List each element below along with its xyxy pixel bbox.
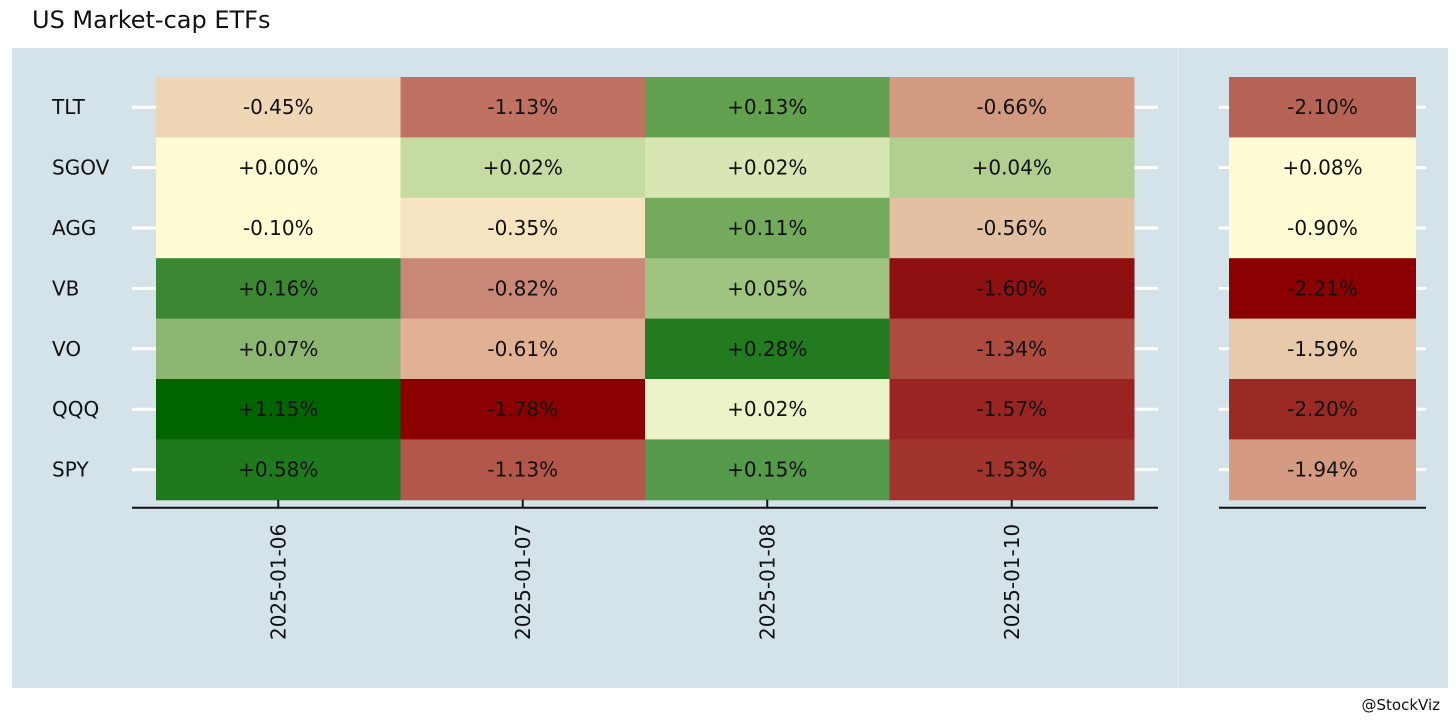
x-tick-label: 2025-01-07 bbox=[511, 524, 535, 640]
cell-value-label: -1.78% bbox=[487, 397, 558, 421]
row-label: SGOV bbox=[52, 156, 110, 180]
heatmap-cell bbox=[889, 379, 1135, 440]
heatmap-cell bbox=[156, 77, 401, 138]
total-value-label: -2.20% bbox=[1287, 397, 1358, 421]
cell-value-label: +0.02% bbox=[727, 156, 807, 180]
heatmap-cell bbox=[156, 197, 401, 259]
heatmap-cell bbox=[156, 439, 401, 501]
heatmap-cell bbox=[889, 258, 1135, 320]
total-value-label: -1.59% bbox=[1287, 337, 1358, 361]
heatmap-cell bbox=[889, 197, 1135, 259]
total-value-label: -2.10% bbox=[1287, 95, 1358, 119]
heatmap-cell bbox=[645, 379, 890, 440]
cell-value-label: -1.53% bbox=[976, 458, 1047, 482]
cell-value-label: +0.58% bbox=[238, 458, 318, 482]
cell-value-label: -0.66% bbox=[976, 95, 1047, 119]
cell-value-label: +0.07% bbox=[238, 337, 318, 361]
heatmap-chart: -0.45% -1.13% +0.13% -0.66% +0.00% +0.02% +0.0… bbox=[12, 48, 1448, 688]
heatmap-cell bbox=[889, 439, 1135, 501]
cell-value-label: -1.34% bbox=[976, 337, 1047, 361]
row-label: TLT bbox=[51, 95, 86, 119]
total-cell bbox=[1229, 77, 1416, 138]
heatmap-cell bbox=[645, 439, 890, 501]
total-cell bbox=[1229, 137, 1416, 199]
cell-value-label: +0.02% bbox=[483, 156, 563, 180]
heatmap-cell bbox=[645, 258, 890, 320]
cell-value-label: -1.13% bbox=[487, 458, 558, 482]
cell-value-label: -0.61% bbox=[487, 337, 558, 361]
x-tick-label: 2025-01-10 bbox=[1000, 524, 1024, 640]
heatmap-cell bbox=[889, 137, 1135, 199]
chart-panel: -0.45% -1.13% +0.13% -0.66% +0.00% +0.02% +0.0… bbox=[12, 48, 1448, 688]
cell-value-label: +0.05% bbox=[727, 276, 807, 300]
row-label: QQQ bbox=[52, 397, 99, 421]
heatmap-cell bbox=[400, 197, 646, 259]
total-cell bbox=[1229, 439, 1416, 501]
heatmap-cell bbox=[889, 77, 1135, 138]
heatmap-cell bbox=[645, 77, 890, 138]
cell-value-label: +0.11% bbox=[727, 216, 807, 240]
cell-value-label: +0.00% bbox=[238, 156, 318, 180]
heatmap-cell bbox=[889, 318, 1135, 380]
total-cell bbox=[1229, 258, 1416, 320]
heatmap-cell bbox=[156, 379, 401, 440]
heatmap-cell bbox=[400, 379, 646, 440]
heatmap-cell bbox=[400, 137, 646, 199]
cell-value-label: +0.15% bbox=[727, 458, 807, 482]
total-value-label: -0.90% bbox=[1287, 216, 1358, 240]
cell-value-label: -1.60% bbox=[976, 276, 1047, 300]
cell-value-label: +0.04% bbox=[972, 156, 1052, 180]
chart-title: US Market-cap ETFs bbox=[32, 6, 271, 34]
heatmap-cell bbox=[645, 197, 890, 259]
cell-value-label: +0.16% bbox=[238, 276, 318, 300]
row-label: VO bbox=[52, 337, 81, 361]
heatmap-cell bbox=[645, 137, 890, 199]
cell-value-label: +0.13% bbox=[727, 95, 807, 119]
total-cell bbox=[1229, 197, 1416, 259]
total-cell bbox=[1229, 318, 1416, 380]
heatmap-cell bbox=[400, 258, 646, 320]
total-value-label: -1.94% bbox=[1287, 458, 1358, 482]
cell-value-label: -0.45% bbox=[243, 95, 314, 119]
row-label: SPY bbox=[52, 458, 89, 482]
heatmap-cell bbox=[400, 439, 646, 501]
row-label: VB bbox=[52, 276, 79, 300]
cell-value-label: -0.56% bbox=[976, 216, 1047, 240]
cell-value-label: -0.82% bbox=[487, 276, 558, 300]
heatmap-cell bbox=[400, 77, 646, 138]
cell-value-label: -0.10% bbox=[243, 216, 314, 240]
total-value-label: +0.08% bbox=[1282, 156, 1362, 180]
cell-value-label: +1.15% bbox=[238, 397, 318, 421]
heatmap-cell bbox=[645, 318, 890, 380]
total-cell bbox=[1229, 379, 1416, 440]
attribution-caption: @StockViz bbox=[1361, 696, 1441, 714]
heatmap-cell bbox=[156, 318, 401, 380]
cell-value-label: +0.28% bbox=[727, 337, 807, 361]
cell-value-label: -0.35% bbox=[487, 216, 558, 240]
cell-value-label: +0.02% bbox=[727, 397, 807, 421]
x-tick-label: 2025-01-08 bbox=[755, 524, 779, 640]
cell-value-label: -1.13% bbox=[487, 95, 558, 119]
heatmap-cell bbox=[400, 318, 646, 380]
heatmap-cell bbox=[156, 137, 401, 199]
cell-value-label: -1.57% bbox=[976, 397, 1047, 421]
row-label: AGG bbox=[52, 216, 96, 240]
total-value-label: -2.21% bbox=[1287, 276, 1358, 300]
heatmap-cell bbox=[156, 258, 401, 320]
x-tick-label: 2025-01-06 bbox=[266, 524, 290, 640]
